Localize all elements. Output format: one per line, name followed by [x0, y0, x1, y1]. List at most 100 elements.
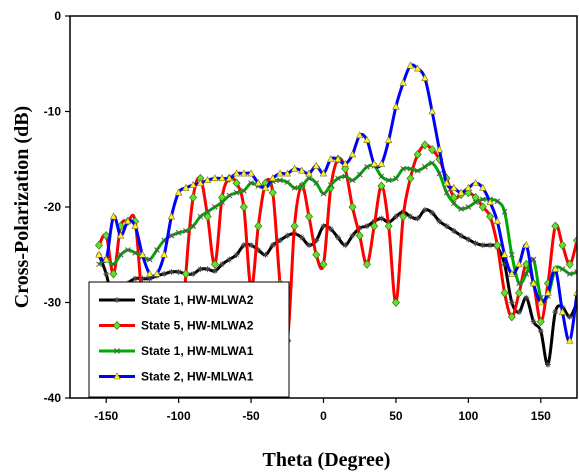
data-point — [537, 298, 545, 306]
data-point — [406, 173, 415, 183]
data-point — [384, 136, 393, 143]
data-point — [284, 232, 291, 239]
data-point — [349, 177, 356, 184]
data-point — [356, 225, 363, 232]
data-point — [573, 235, 577, 245]
data-point — [414, 167, 421, 174]
data-point — [269, 242, 276, 249]
data-point — [529, 279, 538, 287]
legend-marker — [114, 297, 120, 303]
data-point — [479, 183, 487, 191]
data-point — [420, 140, 429, 150]
y-axis-title: Cross-Polarization (dB) — [11, 106, 33, 308]
data-point — [494, 198, 501, 205]
data-point — [515, 288, 524, 298]
data-point — [451, 200, 457, 207]
series-layer — [95, 61, 577, 398]
data-point — [558, 307, 567, 315]
data-point — [210, 259, 219, 269]
data-point — [486, 212, 495, 222]
data-point — [551, 264, 559, 272]
data-point — [501, 208, 508, 215]
y-tick-label: -20 — [44, 200, 62, 214]
data-point — [183, 228, 189, 234]
data-point — [283, 169, 291, 177]
data-point — [226, 256, 233, 263]
x-tick-label: 50 — [389, 409, 403, 423]
data-point — [95, 240, 103, 250]
data-point — [493, 217, 502, 225]
data-point — [239, 202, 248, 212]
data-point — [167, 212, 176, 220]
data-point — [125, 247, 131, 253]
data-point — [240, 169, 248, 177]
data-point — [478, 202, 487, 212]
data-point — [291, 185, 298, 191]
data-point — [161, 270, 168, 277]
data-point — [276, 169, 284, 177]
data-point — [117, 251, 124, 258]
data-point — [203, 176, 212, 184]
data-point — [500, 288, 509, 298]
data-point — [428, 107, 436, 115]
data-point — [436, 218, 443, 225]
data-point — [124, 217, 132, 225]
data-point — [551, 221, 560, 231]
data-point — [443, 223, 450, 230]
data-point — [189, 192, 198, 202]
data-point — [319, 169, 328, 177]
data-point — [342, 173, 349, 180]
data-point — [102, 231, 111, 241]
data-point — [377, 159, 386, 167]
data-point — [298, 183, 305, 189]
data-point — [356, 131, 364, 139]
data-point — [132, 249, 139, 256]
data-point — [212, 204, 218, 210]
series-4 — [95, 61, 577, 344]
data-point — [450, 183, 458, 191]
data-point — [362, 259, 371, 269]
data-point — [233, 251, 240, 258]
data-point — [363, 223, 370, 230]
data-point — [508, 251, 515, 258]
data-point — [190, 223, 196, 229]
data-point — [356, 171, 363, 178]
data-point — [565, 259, 574, 269]
data-point — [269, 174, 277, 182]
data-point — [487, 242, 494, 249]
data-point — [175, 268, 182, 275]
data-point — [218, 174, 226, 182]
data-point — [515, 260, 523, 268]
data-point — [573, 288, 577, 296]
data-point — [391, 297, 400, 308]
x-tick-label: -150 — [94, 409, 118, 423]
data-point — [574, 269, 577, 275]
data-point — [545, 361, 552, 368]
data-point — [306, 242, 313, 249]
data-point — [197, 266, 204, 273]
data-point — [102, 255, 110, 263]
data-point — [306, 175, 312, 182]
data-point — [464, 183, 473, 191]
data-point — [226, 192, 233, 199]
data-point — [393, 175, 399, 182]
data-point — [342, 242, 349, 249]
data-point — [465, 236, 472, 243]
data-point — [566, 336, 574, 344]
x-axis-title: Theta (Degree) — [263, 449, 391, 471]
data-point — [552, 309, 559, 316]
data-point — [355, 231, 364, 241]
data-point — [421, 206, 428, 213]
data-point — [414, 215, 421, 222]
data-point — [472, 240, 479, 247]
data-point — [182, 183, 190, 191]
data-point — [327, 225, 334, 232]
data-point — [290, 221, 299, 231]
data-point — [500, 250, 509, 258]
data-point — [153, 269, 161, 277]
data-point — [406, 61, 415, 69]
data-point — [435, 145, 444, 153]
data-point — [277, 177, 283, 184]
data-point — [364, 164, 370, 170]
data-point — [501, 261, 508, 268]
